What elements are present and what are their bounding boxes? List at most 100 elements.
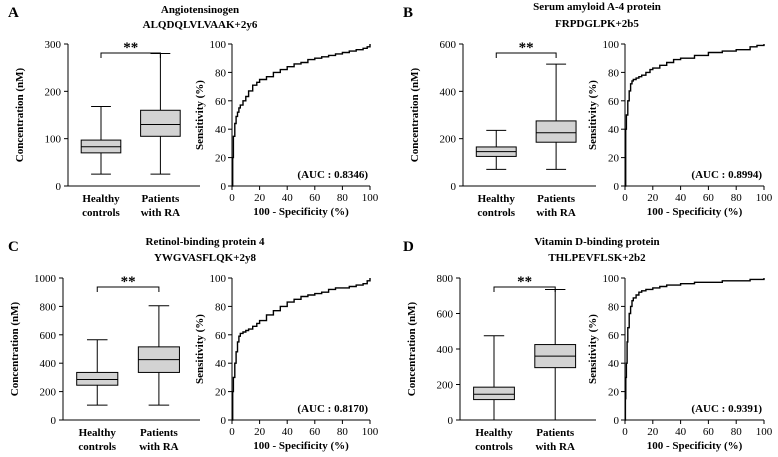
- significance-bracket: [495, 52, 557, 58]
- y-tick-label: 100: [603, 273, 620, 285]
- x-tick-label: 0: [622, 426, 628, 438]
- x-tick-label: 80: [337, 426, 349, 438]
- x-tick-label: 100: [362, 192, 379, 204]
- y-tick-label: 400: [40, 358, 57, 370]
- x-axis-label: 100 - Specificity (%): [647, 440, 743, 452]
- y-tick-label: 300: [45, 39, 62, 51]
- x-tick-label: 20: [254, 192, 266, 204]
- x-tick-label: 40: [282, 426, 294, 438]
- y-tick-label: 400: [440, 86, 457, 98]
- box-iqr: [140, 109, 181, 137]
- y-tick-label: 40: [215, 124, 227, 136]
- y-tick-label: 100: [603, 39, 620, 51]
- x-category-label: controls: [82, 207, 120, 219]
- y-tick-label: 60: [215, 330, 227, 342]
- y-tick-label: 0: [56, 181, 62, 193]
- x-category-label: with RA: [141, 207, 180, 219]
- y-axis-label: Sensitivity (%): [194, 314, 206, 384]
- roc-plot: 00 20 20 40 40 60 60 80 80 100 100 Sensitivity (%) 1…: [587, 39, 773, 218]
- x-category-label: Patients: [140, 427, 179, 439]
- roc-curve: [232, 278, 371, 421]
- roc-plot: 00 20 20 40 40 60 60 80 80 100 100 Sensitivity (%) 1…: [194, 273, 379, 452]
- panel-subtitle: THLPEVFLSK+2b2: [548, 252, 646, 264]
- x-category-label: Healthy: [82, 193, 120, 205]
- x-category-label: controls: [477, 207, 515, 219]
- roc-curve: [625, 44, 765, 187]
- x-tick-label: 80: [731, 192, 743, 204]
- panel-title: Angiotensinogen: [161, 4, 239, 16]
- x-category-label: Healthy: [79, 427, 117, 439]
- y-tick-label: 400: [437, 344, 454, 356]
- x-category-label: Healthy: [475, 427, 513, 439]
- box-patients-with-ra: Patients with RA: [140, 52, 181, 219]
- y-tick-label: 600: [40, 330, 57, 342]
- y-tick-label: 20: [608, 387, 620, 399]
- y-tick-label: 0: [448, 415, 454, 427]
- y-tick-label: 600: [437, 309, 454, 321]
- box-patients-with-ra: Patients with RA: [535, 63, 577, 219]
- x-tick-label: 80: [337, 192, 349, 204]
- y-axis-label: Concentration (nM): [409, 67, 421, 162]
- y-tick-label: 40: [608, 124, 620, 136]
- y-axis-label: Concentration (nM): [14, 67, 26, 162]
- x-tick-label: 20: [254, 426, 266, 438]
- x-tick-label: 60: [703, 426, 715, 438]
- significance-marker: **: [519, 40, 534, 56]
- auc-label: (AUC : 0.8170): [297, 403, 368, 415]
- panel-title: Serum amyloid A-4 protein: [533, 1, 661, 13]
- box-plot: 0 200 400 600 800 Concentration (nM) Healthy co…: [406, 273, 596, 453]
- y-tick-label: 0: [221, 415, 227, 427]
- panel-title: Vitamin D-binding protein: [534, 236, 659, 248]
- panel-c: C Retinol-binding protein 4 YWGVASFLQK+2y8…: [8, 236, 379, 453]
- box-iqr: [473, 386, 515, 401]
- box-healthy-controls: Healthy controls: [473, 335, 515, 453]
- y-axis-label: Sensitivity (%): [587, 80, 599, 150]
- significance-bracket: [96, 286, 160, 292]
- panel-letter: D: [403, 239, 414, 255]
- y-tick-label: 0: [614, 181, 620, 193]
- y-tick-label: 60: [608, 330, 620, 342]
- x-category-label: with RA: [536, 207, 575, 219]
- x-tick-label: 40: [282, 192, 294, 204]
- y-tick-label: 80: [608, 301, 620, 313]
- y-axis-label: Concentration (nM): [406, 301, 418, 396]
- x-tick-label: 0: [229, 192, 235, 204]
- y-tick-label: 40: [608, 358, 620, 370]
- significance-bracket: [100, 52, 161, 58]
- significance-marker: **: [121, 274, 136, 290]
- x-category-label: Healthy: [478, 193, 516, 205]
- box-plot: 0 200 400 600 Concentration (nM) Healthy contr…: [409, 39, 596, 219]
- y-tick-label: 20: [215, 387, 227, 399]
- roc-plot: 00 20 20 40 40 60 60 80 80 100 100 Sensitivity (%) 1…: [587, 273, 773, 452]
- y-axis-label: Sensitivity (%): [194, 80, 206, 150]
- box-healthy-controls: Healthy controls: [80, 105, 122, 219]
- y-tick-label: 40: [215, 358, 227, 370]
- x-tick-label: 0: [622, 192, 628, 204]
- y-axis-label: Sensitivity (%): [587, 314, 599, 384]
- x-category-label: controls: [78, 441, 116, 453]
- y-tick-label: 20: [215, 153, 227, 165]
- y-tick-label: 200: [45, 86, 62, 98]
- box-healthy-controls: Healthy controls: [475, 129, 517, 219]
- panel-letter: B: [403, 5, 413, 21]
- x-category-label: Patients: [141, 193, 180, 205]
- y-tick-label: 80: [608, 67, 620, 79]
- x-axis-label: 100 - Specificity (%): [253, 206, 349, 218]
- y-tick-label: 0: [451, 181, 457, 193]
- y-tick-label: 0: [51, 415, 57, 427]
- y-tick-label: 0: [614, 415, 620, 427]
- x-category-label: Patients: [536, 427, 575, 439]
- box-iqr: [535, 120, 577, 143]
- x-tick-label: 20: [647, 426, 659, 438]
- y-tick-label: 100: [210, 273, 227, 285]
- x-tick-label: 60: [703, 192, 715, 204]
- x-tick-label: 100: [756, 192, 773, 204]
- y-tick-label: 80: [215, 301, 227, 313]
- y-tick-label: 600: [440, 39, 457, 51]
- panel-title: Retinol-binding protein 4: [146, 236, 265, 248]
- panel-subtitle: YWGVASFLQK+2y8: [154, 252, 257, 264]
- box-healthy-controls: Healthy controls: [76, 339, 119, 453]
- panel-subtitle: FRPDGLPK+2b5: [555, 18, 639, 30]
- roc-plot: 00 20 20 40 40 60 60 80 80 100 100 Sensitivity (%) 1…: [194, 39, 379, 218]
